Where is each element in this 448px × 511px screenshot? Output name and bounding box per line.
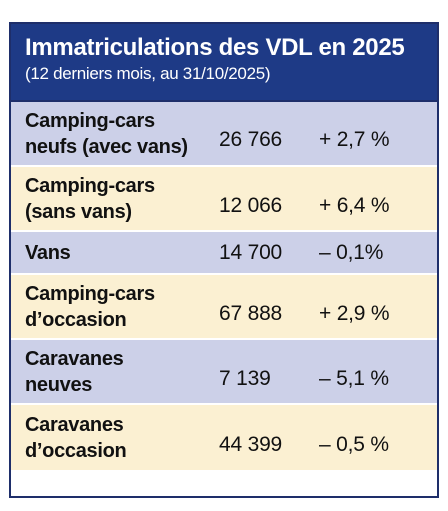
row-value: 26 766 (219, 127, 283, 151)
table-row-vans: Vans 14 700 – 0,1% (11, 232, 437, 275)
table-row-used-campers: Camping-cars d’occasion 67 888 + 2,9 % (11, 275, 437, 340)
row-change: + 2,7 % (319, 127, 390, 151)
row-change: – 5,1 % (319, 366, 389, 390)
row-label-line2: neufs (avec vans) (25, 135, 188, 158)
row-label: Camping-cars (sans vans) (11, 173, 219, 225)
row-change: – 0,1% (319, 240, 384, 264)
table-header: Immatriculations des VDL en 2025 (12 der… (11, 24, 437, 102)
row-change: + 2,9 % (319, 301, 390, 325)
row-label-line1: Camping-cars (25, 282, 155, 305)
row-value: 44 399 (219, 432, 283, 456)
table-body: Camping-cars neufs (avec vans) 26 766 + … (11, 102, 437, 496)
row-value: 12 066 (219, 193, 283, 217)
row-label: Vans (11, 240, 219, 266)
registrations-table: Immatriculations des VDL en 2025 (12 der… (9, 22, 439, 498)
table-row-new-campers-with-vans: Camping-cars neufs (avec vans) 26 766 + … (11, 102, 437, 167)
row-label-line2: neuves (25, 373, 93, 396)
row-change: – 0,5 % (319, 432, 389, 456)
row-label-line1: Camping-cars (25, 174, 155, 197)
row-label-line2: d’occasion (25, 439, 127, 462)
row-value: 7 139 (219, 366, 271, 390)
table-row-used-caravans: Caravanes d’occasion 44 399 – 0,5 % (11, 405, 437, 470)
table-subtitle: (12 derniers mois, au 31/10/2025) (25, 64, 271, 83)
row-label-line1: Caravanes (25, 413, 124, 436)
row-label-line1: Vans (25, 241, 71, 264)
row-value: 14 700 (219, 240, 283, 264)
table-row-campers-without-vans: Camping-cars (sans vans) 12 066 + 6,4 % (11, 167, 437, 232)
row-label: Caravanes d’occasion (11, 412, 219, 464)
row-label: Camping-cars neufs (avec vans) (11, 108, 219, 160)
table-row-new-caravans: Caravanes neuves 7 139 – 5,1 % (11, 340, 437, 405)
row-label-line1: Caravanes (25, 347, 124, 370)
row-label: Camping-cars d’occasion (11, 281, 219, 333)
row-value: 67 888 (219, 301, 283, 325)
row-label: Caravanes neuves (11, 346, 219, 398)
row-label-line2: (sans vans) (25, 200, 132, 223)
row-label-line2: d’occasion (25, 308, 127, 331)
row-change: + 6,4 % (319, 193, 390, 217)
table-title: Immatriculations des VDL en 2025 (25, 34, 405, 61)
row-label-line1: Camping-cars (25, 109, 155, 132)
